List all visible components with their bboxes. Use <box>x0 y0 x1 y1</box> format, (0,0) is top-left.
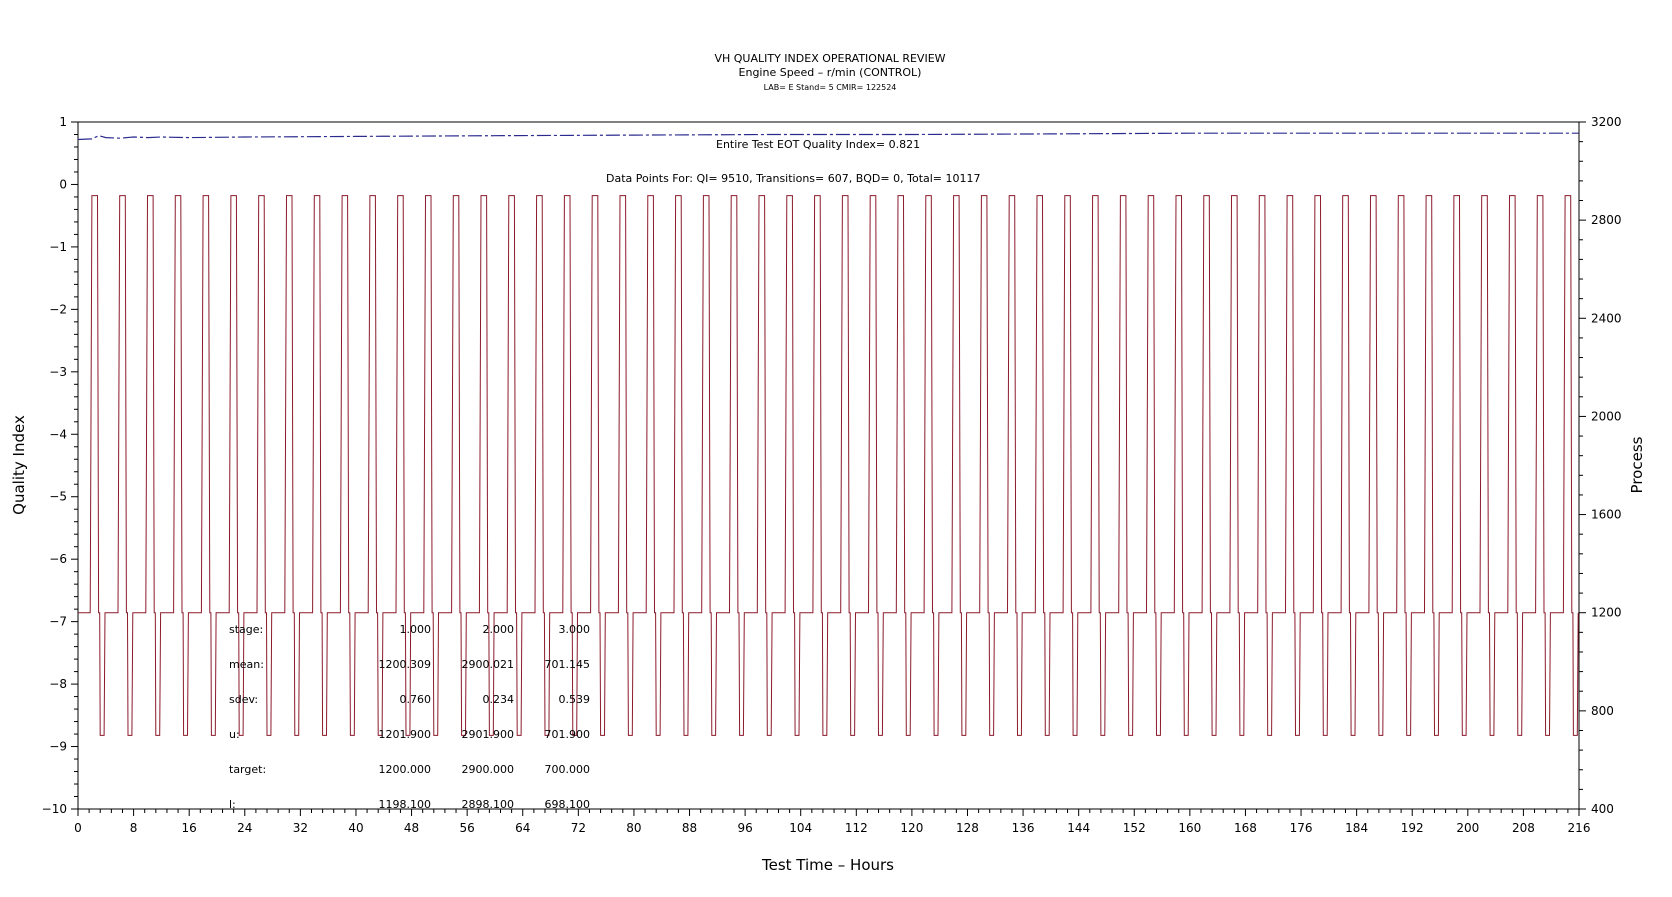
x-tick-label: 120 <box>900 821 923 835</box>
x-tick-label: 56 <box>460 821 475 835</box>
stats-cell: 1200.309 <box>379 658 432 671</box>
y-left-tick-label: −2 <box>49 302 67 316</box>
y-left-tick-label: −3 <box>49 365 67 379</box>
stats-cell: 2.000 <box>483 623 515 636</box>
x-tick-label: 208 <box>1512 821 1535 835</box>
stats-row-label: u: <box>229 728 240 741</box>
x-tick-label: 160 <box>1178 821 1201 835</box>
quality-index-series-line <box>77 132 1579 141</box>
x-tick-label: 40 <box>348 821 363 835</box>
stats-row-label: mean: <box>229 658 264 671</box>
y-left-tick-label: −7 <box>49 615 67 629</box>
x-ticks: 0 8 16 24 32 40 48 56 64 72 80 88 96 104 112 120 128 136 1… <box>74 809 1590 835</box>
x-tick-label: 16 <box>182 821 197 835</box>
y-right-tick-label: 2800 <box>1591 213 1622 227</box>
stats-row-label: stage: <box>229 623 263 636</box>
x-axis-label: Test Time – Hours <box>761 856 894 874</box>
plot-area <box>77 121 1580 810</box>
stats-cell: 1200.000 <box>379 763 432 776</box>
x-tick-label: 128 <box>956 821 979 835</box>
stats-cell: 0.760 <box>400 693 432 706</box>
x-tick-label: 216 <box>1568 821 1591 835</box>
x-tick-label: 144 <box>1067 821 1090 835</box>
x-tick-label: 72 <box>571 821 586 835</box>
stats-cell: 0.234 <box>483 693 515 706</box>
y-right-tick-label: 1200 <box>1591 606 1622 620</box>
x-tick-label: 48 <box>404 821 419 835</box>
stats-cell: 3.000 <box>559 623 591 636</box>
y-right-ticks: 3200 2800 2400 2000 1600 1200 800 400 <box>1579 115 1622 816</box>
y-left-tick-label: −1 <box>49 240 67 254</box>
x-tick-label: 0 <box>74 821 82 835</box>
x-tick-label: 112 <box>845 821 868 835</box>
stats-row-label: sdev: <box>229 693 258 706</box>
y-left-axis-label: Quality Index <box>10 415 28 515</box>
y-left-tick-label: −4 <box>49 427 67 441</box>
stats-cell: 698.100 <box>545 798 591 811</box>
x-tick-label: 136 <box>1012 821 1035 835</box>
y-right-tick-label: 400 <box>1591 802 1614 816</box>
stats-row-label: target: <box>229 763 266 776</box>
stats-cell: 701.145 <box>545 658 591 671</box>
stats-cell: 1201.900 <box>379 728 432 741</box>
stats-cell: 0.539 <box>559 693 591 706</box>
y-left-ticks: 1 0 −1 −2 −3 −4 −5 −6 −7 −8 −9 −10 <box>42 115 78 816</box>
stats-cell: 701.900 <box>545 728 591 741</box>
stats-cell: 1.000 <box>400 623 432 636</box>
stats-cell: 2900.021 <box>462 658 515 671</box>
x-tick-label: 64 <box>515 821 530 835</box>
y-left-tick-label: 0 <box>59 177 67 191</box>
x-tick-label: 168 <box>1234 821 1257 835</box>
chart-subtitle: Engine Speed – r/min (CONTROL) <box>739 66 922 79</box>
y-left-tick-label: −5 <box>49 490 67 504</box>
stats-table: stage: 1.000 2.000 3.000 mean: 1200.309 2900.0… <box>229 623 590 811</box>
y-right-tick-label: 800 <box>1591 704 1614 718</box>
x-tick-label: 80 <box>626 821 641 835</box>
x-tick-label: 152 <box>1123 821 1146 835</box>
x-tick-label: 184 <box>1345 821 1368 835</box>
y-right-tick-label: 2000 <box>1591 409 1622 423</box>
data-points-note: Data Points For: QI= 9510, Transitions= … <box>606 172 981 185</box>
x-tick-label: 192 <box>1401 821 1424 835</box>
y-right-tick-label: 2400 <box>1591 311 1622 325</box>
stats-cell: 2898.100 <box>462 798 515 811</box>
chart-title: VH QUALITY INDEX OPERATIONAL REVIEW <box>714 52 945 65</box>
x-tick-label: 176 <box>1290 821 1313 835</box>
y-right-axis-label: Process <box>1628 436 1646 493</box>
stats-cell: 1198.100 <box>379 798 432 811</box>
y-left-tick-label: 1 <box>59 115 67 129</box>
stats-cell: 2900.000 <box>462 763 515 776</box>
x-tick-label: 32 <box>293 821 308 835</box>
x-tick-label: 200 <box>1456 821 1479 835</box>
eot-quality-index-note: Entire Test EOT Quality Index= 0.821 <box>716 138 920 151</box>
chart-subtitle-lab: LAB= E Stand= 5 CMIR= 122524 <box>764 83 897 92</box>
process-series-line <box>78 195 1579 736</box>
x-tick-label: 88 <box>682 821 697 835</box>
y-left-tick-label: −6 <box>49 552 67 566</box>
x-tick-label: 96 <box>737 821 752 835</box>
x-tick-label: 104 <box>789 821 812 835</box>
x-tick-label: 24 <box>237 821 252 835</box>
stats-row-label: l: <box>229 798 236 811</box>
y-right-tick-label: 3200 <box>1591 115 1622 129</box>
stats-cell: 700.000 <box>545 763 591 776</box>
x-tick-label: 8 <box>130 821 138 835</box>
y-left-tick-label: −10 <box>42 802 67 816</box>
y-right-tick-label: 1600 <box>1591 508 1622 522</box>
y-left-tick-label: −8 <box>49 677 67 691</box>
stats-cell: 2901.900 <box>462 728 515 741</box>
y-left-tick-label: −9 <box>49 740 67 754</box>
